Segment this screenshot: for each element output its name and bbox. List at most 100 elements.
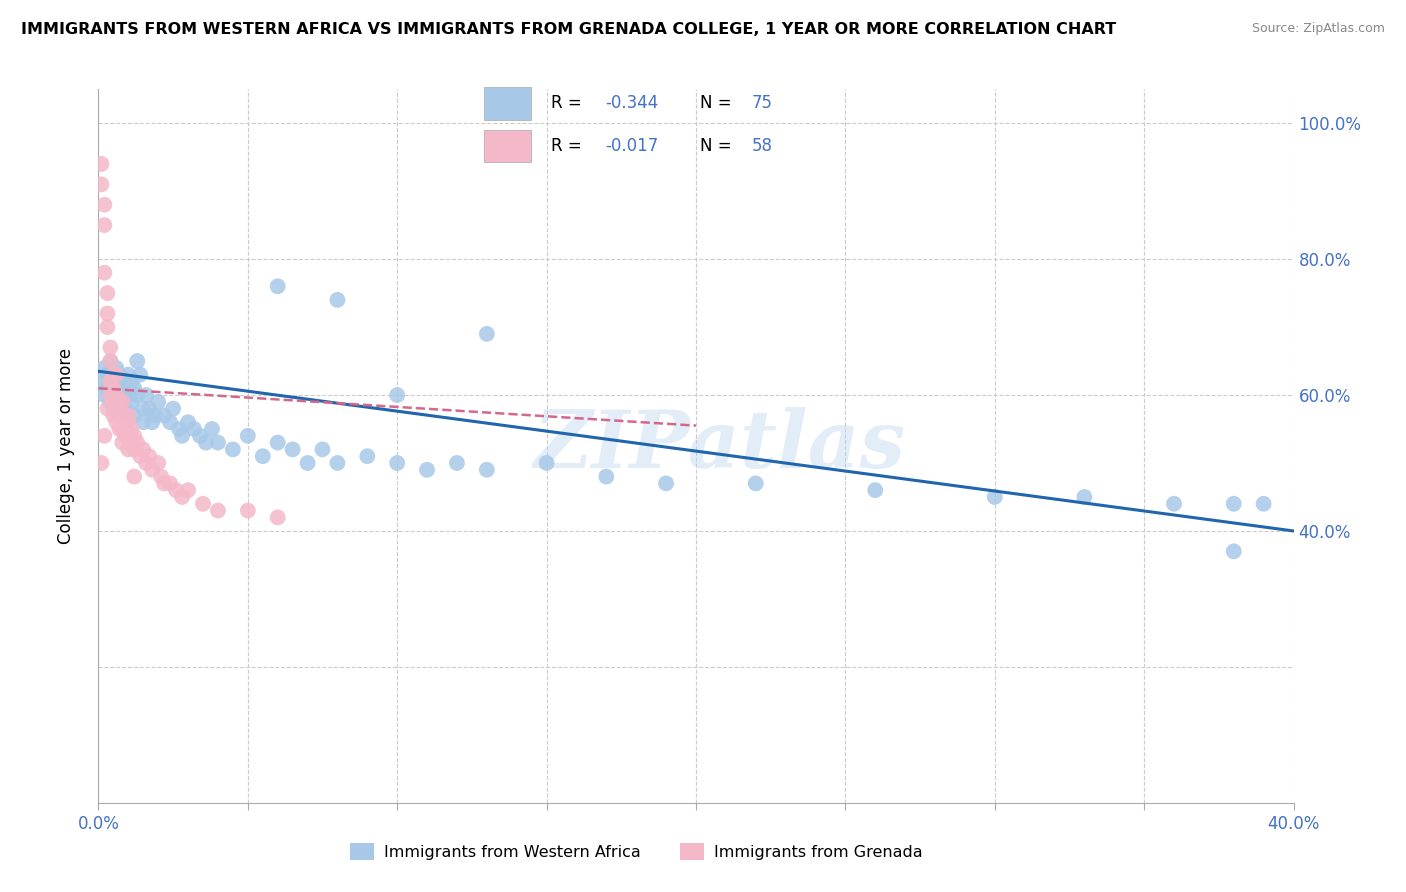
Point — [98, 341, 122, 355]
Point — [177, 483, 200, 498]
Point — [132, 415, 155, 429]
Point — [124, 469, 146, 483]
Point — [153, 409, 176, 423]
Point — [98, 354, 122, 368]
Point — [745, 476, 768, 491]
Text: -0.344: -0.344 — [606, 95, 659, 112]
Point — [96, 286, 118, 301]
Point — [135, 456, 157, 470]
Text: ZIPatlas: ZIPatlas — [534, 408, 905, 484]
Point — [475, 326, 498, 341]
Point — [120, 394, 142, 409]
Point — [252, 449, 274, 463]
Point — [1253, 497, 1275, 511]
Point — [103, 368, 125, 382]
Text: R =: R = — [551, 137, 586, 155]
Point — [120, 435, 142, 450]
Point — [98, 354, 122, 368]
Point — [132, 442, 155, 457]
Point — [117, 409, 139, 423]
Point — [138, 449, 160, 463]
FancyBboxPatch shape — [484, 130, 531, 162]
Point — [281, 442, 304, 457]
Point — [105, 368, 128, 382]
Legend: Immigrants from Western Africa, Immigrants from Grenada: Immigrants from Western Africa, Immigran… — [343, 837, 929, 866]
Point — [326, 456, 349, 470]
Point — [191, 497, 214, 511]
Point — [172, 429, 194, 443]
Point — [117, 415, 139, 429]
Point — [105, 401, 128, 416]
Point — [114, 429, 136, 443]
Point — [114, 415, 136, 429]
Point — [98, 375, 122, 389]
Point — [98, 388, 122, 402]
Text: N =: N = — [700, 95, 737, 112]
Point — [98, 394, 122, 409]
Point — [1073, 490, 1095, 504]
Point — [536, 456, 558, 470]
Point — [1223, 497, 1246, 511]
Point — [120, 375, 142, 389]
Point — [475, 463, 498, 477]
Point — [153, 476, 176, 491]
Text: -0.017: -0.017 — [606, 137, 659, 155]
Point — [114, 381, 136, 395]
Point — [148, 456, 170, 470]
Point — [96, 401, 118, 416]
Point — [108, 409, 131, 423]
Point — [90, 456, 112, 470]
Point — [93, 429, 115, 443]
Point — [117, 368, 139, 382]
Point — [356, 449, 378, 463]
Point — [108, 368, 131, 382]
Point — [984, 490, 1007, 504]
Point — [93, 218, 115, 232]
FancyBboxPatch shape — [484, 87, 531, 120]
Point — [105, 360, 128, 375]
Point — [105, 381, 128, 395]
Point — [132, 401, 155, 416]
Point — [114, 401, 136, 416]
Point — [138, 401, 160, 416]
Point — [127, 388, 149, 402]
Point — [103, 375, 125, 389]
Point — [207, 435, 229, 450]
Point — [385, 456, 409, 470]
Point — [183, 422, 205, 436]
Point — [90, 178, 112, 192]
Point — [103, 388, 125, 402]
Point — [103, 401, 125, 416]
Point — [117, 442, 139, 457]
Point — [124, 429, 146, 443]
Point — [96, 306, 118, 320]
Point — [201, 422, 224, 436]
Point — [96, 381, 118, 395]
Point — [117, 429, 139, 443]
Text: IMMIGRANTS FROM WESTERN AFRICA VS IMMIGRANTS FROM GRENADA COLLEGE, 1 YEAR OR MOR: IMMIGRANTS FROM WESTERN AFRICA VS IMMIGR… — [21, 22, 1116, 37]
Text: 75: 75 — [751, 95, 772, 112]
Point — [105, 415, 128, 429]
Point — [96, 368, 118, 382]
Point — [93, 266, 115, 280]
Point — [127, 354, 149, 368]
Point — [1223, 544, 1246, 558]
Point — [162, 401, 184, 416]
Point — [117, 388, 139, 402]
Point — [267, 510, 290, 524]
Point — [222, 442, 245, 457]
Point — [1163, 497, 1185, 511]
Point — [90, 157, 112, 171]
Point — [111, 435, 134, 450]
Point — [111, 409, 134, 423]
Point — [124, 381, 146, 395]
Point — [655, 476, 678, 491]
Point — [267, 279, 290, 293]
Point — [150, 469, 173, 483]
Point — [105, 388, 128, 402]
Text: Source: ZipAtlas.com: Source: ZipAtlas.com — [1251, 22, 1385, 36]
Point — [207, 503, 229, 517]
Point — [143, 409, 166, 423]
Point — [865, 483, 887, 498]
Point — [124, 442, 146, 457]
